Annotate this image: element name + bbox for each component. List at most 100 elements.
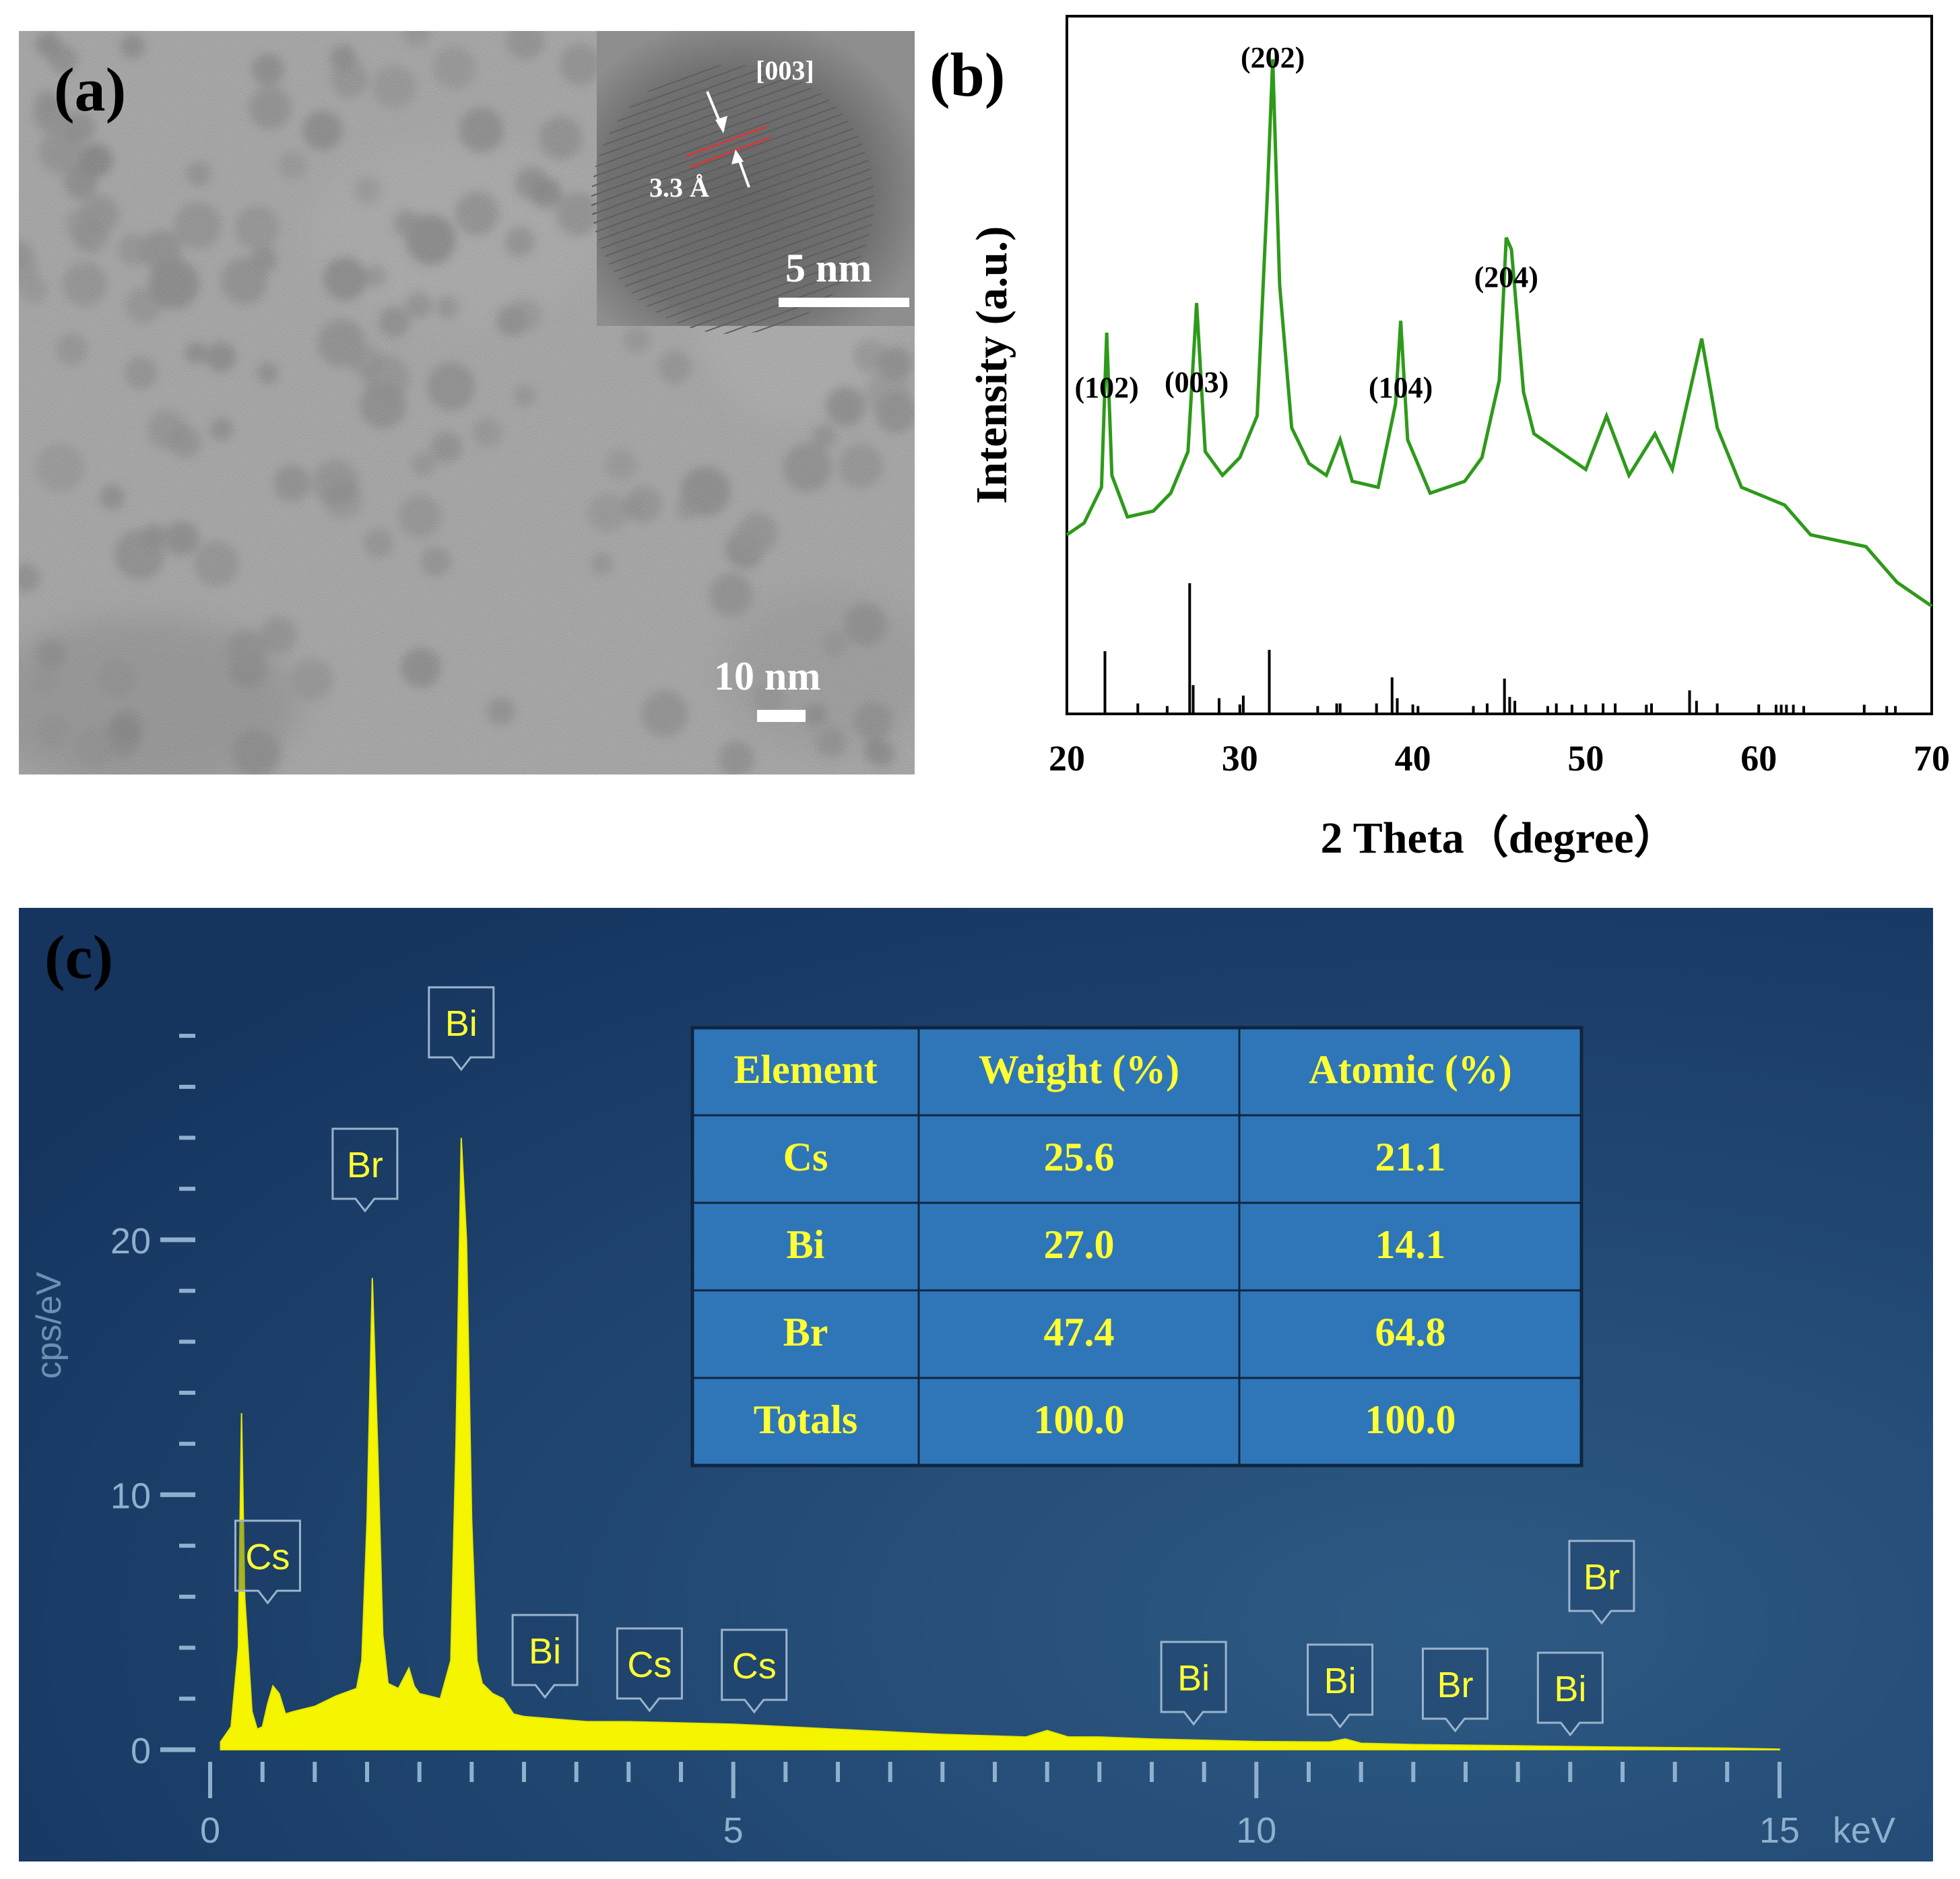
- composition-table: Element Weight (%) Atomic (%) Cs 25.6 21.1 Bi 2…: [690, 1026, 1583, 1468]
- table-cell: Br: [783, 1310, 828, 1354]
- marker-box: [511, 1614, 579, 1699]
- panel-b-label: (b): [929, 40, 1005, 109]
- marker-box: [1536, 1651, 1604, 1737]
- table-cell: 100.0: [1034, 1397, 1125, 1442]
- marker-label: Cs: [732, 1646, 777, 1686]
- y-axis: 0 10 20: [110, 1034, 195, 1771]
- peak-index-label: (104): [1369, 371, 1433, 404]
- table-header-cell: Atomic (%): [1309, 1047, 1512, 1092]
- peak-marker-cs: Cs: [721, 1628, 788, 1714]
- table-cell: 21.1: [1375, 1135, 1446, 1179]
- marker-label: Cs: [245, 1537, 290, 1577]
- peak-index-label: (204): [1474, 261, 1538, 294]
- x-tick-label: 40: [1395, 738, 1431, 779]
- peak-index-labels: (202) (102) (003) (104) (204): [1074, 41, 1538, 404]
- table-cell: Cs: [783, 1135, 828, 1179]
- marker-label: Bi: [1177, 1658, 1210, 1699]
- table-header-cell: Element: [733, 1047, 877, 1092]
- x-axis-ticks: 20 30 40 50 60 70: [1049, 704, 1950, 779]
- peak-marker-bi: Bi: [511, 1614, 579, 1699]
- eds-spectrum-area: [220, 1138, 1780, 1750]
- x-tick-label: 60: [1740, 738, 1777, 779]
- marker-box: [1568, 1540, 1635, 1625]
- x-axis: 0 5 10 15: [200, 1762, 1800, 1851]
- panel-c-eds-chart: (c) cps/eV keV 0 10 20 0 5 10 15 Cs Br Bi Bi Cs Cs…: [19, 908, 1933, 1861]
- main-scale-bar: [757, 710, 806, 722]
- x-tick-label: 20: [1049, 738, 1085, 779]
- panel-a-label: (a): [54, 55, 126, 124]
- marker-label: Cs: [627, 1645, 672, 1685]
- marker-label: Br: [1437, 1665, 1473, 1705]
- peak-index-label: (102): [1074, 371, 1138, 404]
- x-tick-label: 50: [1567, 738, 1604, 779]
- panel-c-label: (c): [44, 923, 113, 991]
- table-header-cell: Weight (%): [979, 1047, 1179, 1092]
- marker-box: [616, 1627, 683, 1713]
- inset-direction-label: [003]: [756, 55, 814, 86]
- table-cell: 27.0: [1044, 1222, 1115, 1267]
- marker-box: [428, 986, 495, 1072]
- marker-label: Bi: [445, 1003, 478, 1044]
- peak-marker-bi: Bi: [1536, 1651, 1604, 1737]
- xrd-chart: (b) Intensity (a.u.) 2 Theta（degree） 20 3…: [929, 15, 1950, 863]
- table-cell: Bi: [787, 1222, 825, 1267]
- tem-micrograph: [003] 3.3 Å 5 nm (a) 10 nm: [0, 18, 935, 792]
- peak-marker-br: Br: [331, 1127, 399, 1213]
- spacing-arrowhead-bottom: [731, 150, 744, 164]
- x-tick-label: 30: [1222, 738, 1258, 779]
- fringe-line-2: [689, 136, 771, 168]
- marker-label: Br: [347, 1145, 383, 1185]
- peak-marker-cs: Cs: [234, 1519, 301, 1605]
- fringe-line-1: [685, 125, 767, 158]
- peak-marker-bi: Bi: [428, 986, 495, 1072]
- table-cell: 100.0: [1365, 1397, 1456, 1442]
- table-cell: Totals: [754, 1397, 858, 1442]
- table-cell: 14.1: [1375, 1222, 1446, 1267]
- marker-box: [1160, 1641, 1227, 1726]
- marker-box: [1421, 1647, 1489, 1733]
- marker-label: Br: [1583, 1557, 1620, 1597]
- inset-scale-label: 5 nm: [785, 246, 872, 290]
- y-tick-label: 10: [110, 1476, 151, 1516]
- element-peak-markers: Cs Br Bi Bi Cs Cs Bi Bi Br Bi Br: [234, 986, 1635, 1737]
- peak-index-label: (202): [1241, 41, 1305, 74]
- table-background: [690, 1026, 1583, 1468]
- plot-frame: [1066, 15, 1933, 715]
- marker-label: Bi: [1324, 1661, 1357, 1701]
- peak-marker-br: Br: [1421, 1647, 1489, 1733]
- marker-box: [234, 1519, 301, 1605]
- peak-marker-bi: Bi: [1307, 1643, 1374, 1729]
- spacing-arrowhead-top: [715, 116, 727, 133]
- marker-label: Bi: [529, 1631, 561, 1672]
- x-tick-label: 70: [1914, 738, 1950, 779]
- peak-marker-bi: Bi: [1160, 1641, 1227, 1726]
- marker-box: [721, 1628, 788, 1714]
- y-tick-label: 20: [110, 1221, 151, 1261]
- x-axis-label: 2 Theta（degree）: [1321, 813, 1678, 863]
- y-axis-label: cps/eV: [30, 1272, 69, 1379]
- x-tick-label: 10: [1236, 1810, 1276, 1851]
- panel-b-xrd-chart: (b) Intensity (a.u.) 2 Theta（degree） 20 3…: [923, 0, 1960, 889]
- peak-marker-br: Br: [1568, 1540, 1635, 1625]
- marker-label: Bi: [1554, 1669, 1586, 1709]
- inset-spacing-label: 3.3 Å: [649, 172, 709, 203]
- panel-a-tem-image: [003] 3.3 Å 5 nm (a) 10 nm: [0, 18, 935, 792]
- marker-box: [331, 1127, 399, 1213]
- x-tick-label: 0: [200, 1810, 220, 1851]
- table-cell: 64.8: [1375, 1310, 1446, 1354]
- peak-marker-cs: Cs: [616, 1627, 683, 1713]
- marker-box: [1307, 1643, 1374, 1729]
- y-tick-label: 0: [131, 1731, 151, 1771]
- peak-index-label: (003): [1165, 366, 1229, 399]
- x-tick-label: 15: [1759, 1810, 1800, 1851]
- hrtem-inset: [003] 3.3 Å 5 nm: [591, 31, 915, 334]
- reference-pattern-bars: [1103, 583, 1897, 714]
- table-cell: 47.4: [1044, 1310, 1115, 1354]
- inset-scale-bar: [779, 298, 909, 307]
- main-scale-label: 10 nm: [714, 654, 820, 698]
- x-tick-label: 5: [723, 1810, 744, 1851]
- table-cell: 25.6: [1044, 1135, 1115, 1179]
- y-axis-label: Intensity (a.u.): [967, 226, 1016, 504]
- x-axis-unit-label: keV: [1833, 1810, 1895, 1851]
